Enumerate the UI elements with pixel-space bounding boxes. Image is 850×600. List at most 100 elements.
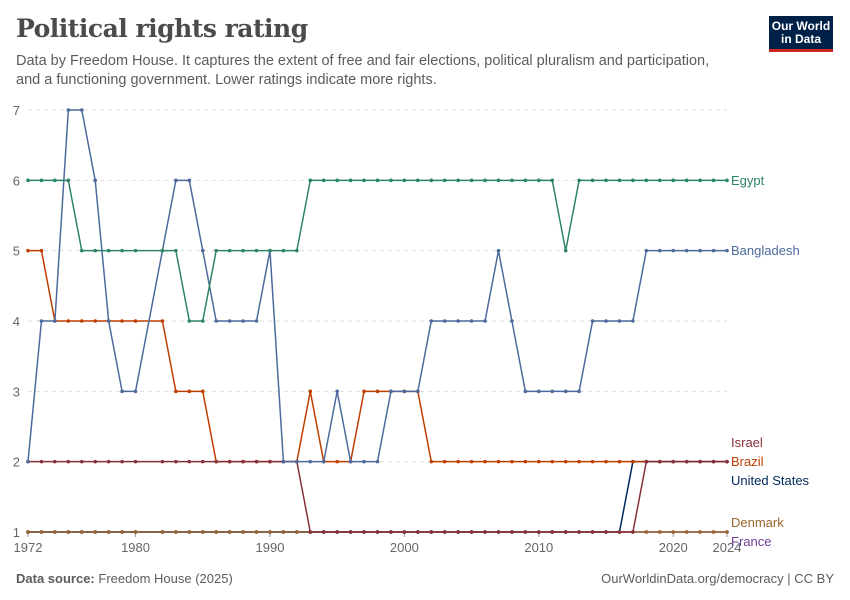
data-point — [214, 319, 218, 323]
y-tick-label: 7 — [13, 103, 20, 118]
data-point — [644, 530, 649, 534]
data-point — [53, 459, 57, 464]
source-label: Data source: — [16, 571, 95, 586]
data-point — [590, 459, 595, 464]
data-point — [725, 459, 729, 464]
data-point — [684, 459, 689, 464]
data-point — [281, 248, 286, 253]
data-point — [617, 319, 622, 323]
data-point — [711, 459, 716, 464]
series-label: Brazil — [731, 454, 764, 469]
data-point — [241, 319, 245, 323]
data-point — [214, 530, 218, 534]
data-point — [160, 319, 165, 323]
series-line-brazil — [28, 249, 727, 463]
data-point — [241, 459, 245, 464]
chart-subtitle: Data by Freedom House. It captures the e… — [16, 53, 710, 88]
data-point — [79, 530, 84, 534]
data-point — [335, 389, 339, 394]
y-tick-label: 2 — [13, 455, 20, 470]
data-point — [496, 178, 501, 183]
data-point — [671, 459, 676, 464]
source-text[interactable]: Freedom House (2025) — [98, 571, 233, 586]
data-point — [39, 178, 44, 183]
data-point — [214, 459, 218, 464]
data-point — [456, 319, 460, 323]
data-point — [335, 459, 339, 464]
data-point — [563, 248, 568, 253]
data-point — [39, 459, 44, 464]
y-tick-label: 4 — [13, 314, 20, 329]
data-point — [26, 178, 30, 183]
data-point — [429, 178, 434, 183]
data-point — [375, 389, 380, 394]
data-point — [698, 178, 702, 183]
x-tick-label: 2024 — [713, 540, 742, 555]
series-label: France — [731, 534, 771, 549]
data-point — [711, 178, 716, 183]
data-point — [375, 459, 380, 464]
data-point — [39, 248, 44, 253]
data-point — [106, 319, 111, 323]
data-point — [442, 178, 447, 183]
data-point — [187, 389, 192, 394]
data-point — [698, 459, 702, 464]
data-point — [53, 319, 57, 323]
data-point — [66, 178, 71, 183]
data-point — [308, 178, 313, 183]
data-point — [469, 459, 474, 464]
data-point — [604, 459, 608, 464]
data-point — [657, 530, 662, 534]
data-point — [537, 459, 541, 464]
data-point — [160, 459, 165, 464]
x-tick-label: 2020 — [659, 540, 688, 555]
data-point — [577, 178, 581, 183]
data-point — [362, 389, 366, 394]
data-point — [456, 530, 460, 534]
data-point — [510, 459, 514, 464]
x-tick-label: 1980 — [121, 540, 150, 555]
data-point — [684, 248, 689, 253]
data-point — [725, 248, 729, 253]
data-point — [644, 178, 649, 183]
data-point — [617, 530, 622, 534]
owid-logo[interactable]: Our World in Data — [769, 16, 833, 52]
data-point — [510, 319, 514, 323]
footer-link[interactable]: OurWorldinData.org/democracy | CC BY — [601, 571, 834, 586]
data-point — [657, 248, 662, 253]
data-point — [268, 530, 272, 534]
data-point — [483, 530, 487, 534]
data-point — [187, 459, 192, 464]
data-point — [200, 319, 205, 323]
data-point — [133, 319, 138, 323]
data-point — [66, 530, 71, 534]
data-point — [268, 459, 272, 464]
data-point — [26, 530, 30, 534]
x-tick-label: 2000 — [390, 540, 419, 555]
data-point — [268, 248, 272, 253]
data-point — [698, 248, 702, 253]
data-point — [550, 530, 555, 534]
data-point — [510, 178, 514, 183]
data-point — [66, 319, 71, 323]
data-point — [200, 459, 205, 464]
series-label: United States — [731, 473, 810, 488]
data-point — [187, 530, 192, 534]
data-point — [227, 248, 232, 253]
data-point — [644, 459, 649, 464]
data-point — [483, 459, 487, 464]
data-point — [93, 319, 98, 323]
series-line-united-states — [28, 460, 727, 533]
data-point — [684, 530, 689, 534]
data-point — [281, 459, 286, 464]
data-point — [657, 178, 662, 183]
data-point — [93, 530, 98, 534]
data-point — [120, 389, 124, 394]
data-point — [711, 248, 716, 253]
data-point — [496, 530, 501, 534]
data-point — [295, 459, 299, 464]
data-point — [227, 319, 232, 323]
data-point — [631, 319, 635, 323]
data-source: Data source: Freedom House (2025) — [16, 571, 233, 586]
